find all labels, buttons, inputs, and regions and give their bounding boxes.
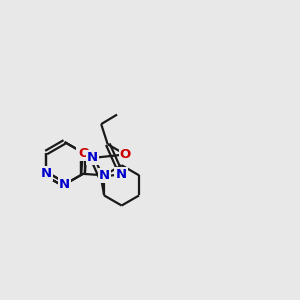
Text: N: N bbox=[87, 152, 98, 164]
Text: O: O bbox=[120, 148, 131, 161]
Text: N: N bbox=[59, 178, 70, 191]
Text: N: N bbox=[116, 168, 127, 181]
Text: N: N bbox=[77, 146, 88, 159]
Text: N: N bbox=[99, 169, 110, 182]
Text: N: N bbox=[41, 167, 52, 180]
Text: O: O bbox=[79, 147, 90, 160]
